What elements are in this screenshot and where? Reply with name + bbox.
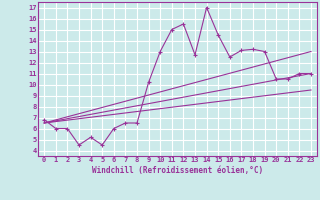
X-axis label: Windchill (Refroidissement éolien,°C): Windchill (Refroidissement éolien,°C): [92, 166, 263, 175]
